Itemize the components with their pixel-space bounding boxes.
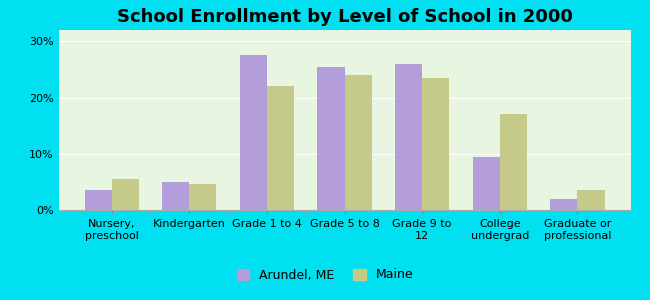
Legend: Arundel, ME, Maine: Arundel, ME, Maine xyxy=(231,262,419,288)
Bar xyxy=(267,86,294,210)
Bar xyxy=(473,157,500,210)
Bar xyxy=(500,114,527,210)
Bar xyxy=(240,55,267,210)
Bar xyxy=(550,199,577,210)
Bar xyxy=(395,64,422,210)
Bar xyxy=(577,190,605,210)
Bar xyxy=(422,78,449,210)
Bar xyxy=(162,182,189,210)
Bar xyxy=(189,184,216,210)
Bar xyxy=(344,75,372,210)
Bar xyxy=(317,67,344,210)
Bar xyxy=(112,179,139,210)
Bar xyxy=(84,190,112,210)
Title: School Enrollment by Level of School in 2000: School Enrollment by Level of School in … xyxy=(116,8,573,26)
